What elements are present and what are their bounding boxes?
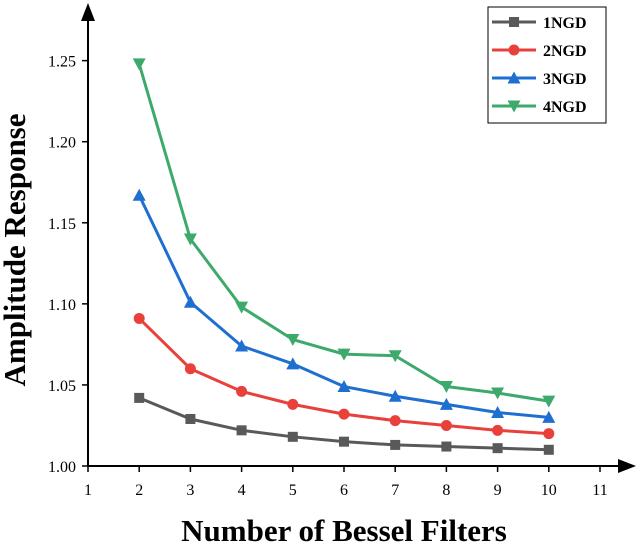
data-point <box>183 233 197 246</box>
legend-label: 3NGD <box>543 71 587 88</box>
data-point <box>338 408 350 420</box>
legend-box <box>487 6 607 124</box>
x-tick-label: 7 <box>391 482 399 499</box>
data-point <box>388 350 402 363</box>
data-point <box>133 312 145 324</box>
y-tick-label: 1.15 <box>48 216 76 233</box>
data-point <box>235 301 249 314</box>
x-ticks: 1 2 3 4 5 6 7 8 9 10 11 <box>84 466 608 499</box>
x-axis-title: Number of Bessel Filters <box>181 513 507 543</box>
y-axis-title: Amplitude Response <box>0 113 32 386</box>
legend-label: 1NGD <box>543 15 587 32</box>
data-point <box>389 415 401 427</box>
data-point <box>286 357 300 370</box>
data-point <box>185 413 196 424</box>
data-point <box>542 395 556 408</box>
series-3ngd <box>132 188 556 423</box>
x-tick-label: 10 <box>541 482 557 499</box>
x-tick-label: 11 <box>592 482 607 499</box>
data-point <box>236 385 248 397</box>
y-tick-label: 1.00 <box>48 459 76 476</box>
x-tick-label: 8 <box>442 482 450 499</box>
series-2ngd <box>133 312 555 440</box>
x-axis-arrow <box>618 459 636 473</box>
legend-item: 4NGD <box>492 99 587 116</box>
x-tick-label: 5 <box>289 482 297 499</box>
data-point <box>491 387 505 400</box>
data-point <box>184 363 196 375</box>
data-point <box>132 58 146 71</box>
x-tick-label: 4 <box>238 482 246 499</box>
data-point <box>337 348 351 361</box>
y-tick-label: 1.25 <box>48 54 76 71</box>
legend-swatch-marker <box>509 17 519 27</box>
series-1ngd <box>134 392 554 455</box>
data-point <box>543 444 554 455</box>
data-point <box>236 425 247 436</box>
series-4ngd <box>132 58 556 408</box>
data-point <box>388 389 402 402</box>
data-point <box>287 431 298 442</box>
x-tick-label: 3 <box>186 482 194 499</box>
x-tick-label: 9 <box>494 482 502 499</box>
legend-item: 2NGD <box>492 43 587 60</box>
legend-swatch-marker <box>507 100 521 113</box>
data-point <box>132 188 146 201</box>
data-point <box>543 428 555 440</box>
data-point <box>439 397 453 410</box>
legend-label: 2NGD <box>543 43 587 60</box>
data-point <box>339 436 349 447</box>
data-point <box>287 398 299 410</box>
legend-swatch-marker <box>507 71 521 84</box>
y-axis-arrow <box>81 3 95 21</box>
data-point <box>235 339 249 352</box>
y-tick-label: 1.20 <box>48 135 76 152</box>
data-point <box>542 410 556 423</box>
data-point <box>286 334 300 347</box>
data-point <box>492 443 503 454</box>
y-ticks: 1.00 1.05 1.10 1.15 1.20 1.25 <box>48 54 88 476</box>
legend: 1NGD 2NGD 3NGD 4NGD <box>487 6 607 124</box>
legend-label: 4NGD <box>543 99 587 116</box>
data-point <box>492 424 504 436</box>
data-point <box>440 419 452 431</box>
y-tick-label: 1.10 <box>48 297 76 314</box>
data-point <box>337 380 351 393</box>
legend-swatch-marker <box>508 44 520 56</box>
data-point <box>390 439 401 450</box>
x-tick-label: 6 <box>340 482 348 499</box>
data-point <box>439 381 453 394</box>
x-tick-label: 1 <box>84 482 92 499</box>
legend-item: 3NGD <box>492 71 587 88</box>
data-point <box>491 405 505 418</box>
series-layer <box>132 58 556 455</box>
data-point <box>134 392 145 403</box>
x-tick-label: 2 <box>135 482 143 499</box>
data-point <box>441 441 452 452</box>
legend-item: 1NGD <box>492 15 587 32</box>
axes <box>81 3 636 473</box>
data-point <box>183 295 197 308</box>
y-tick-label: 1.05 <box>48 378 76 395</box>
